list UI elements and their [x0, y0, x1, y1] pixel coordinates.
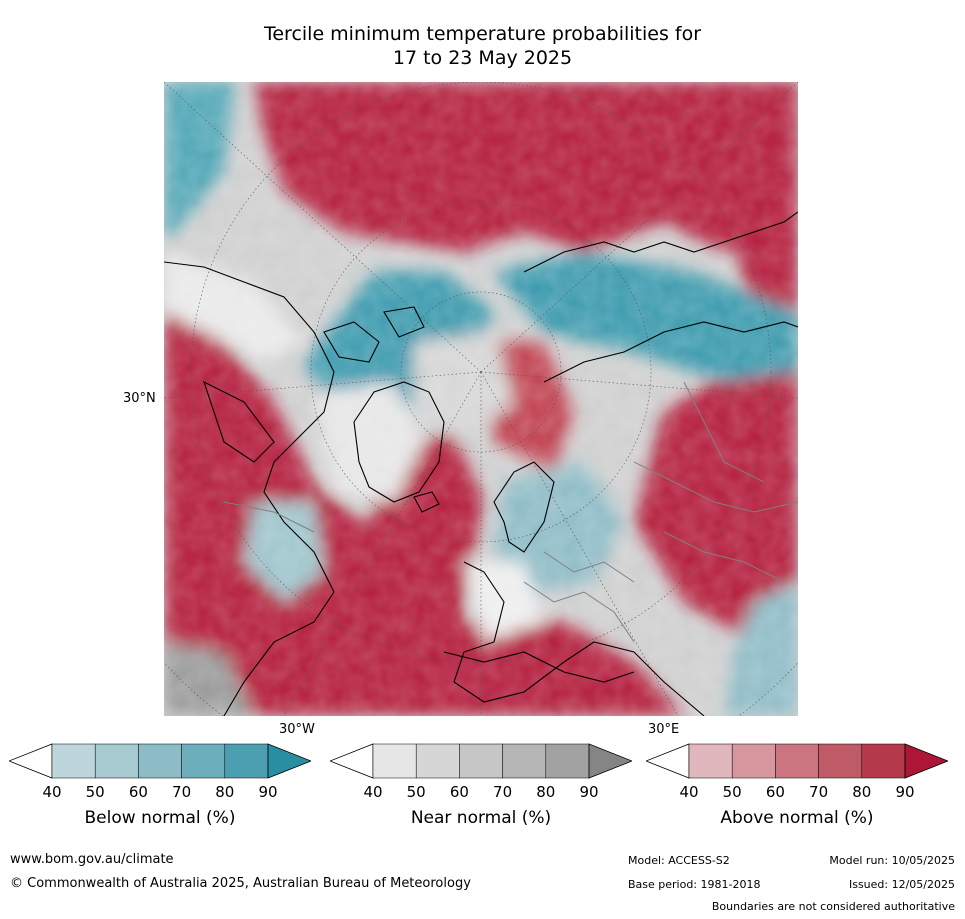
above-segment	[861, 743, 906, 779]
chart-title-line1: Tercile minimum temperature probabilitie…	[263, 23, 702, 45]
near-tick-label: 70	[493, 783, 513, 801]
border-europe-2	[543, 551, 635, 583]
near-tick-label: 50	[406, 783, 426, 801]
below-tick-label: 50	[85, 783, 105, 801]
footer-model-run: Model run: 10/05/2025	[829, 854, 955, 867]
above-tick-label: 70	[809, 783, 829, 801]
below-segment	[181, 743, 226, 779]
near-extension-high	[588, 743, 632, 779]
coastline-siberia	[523, 211, 798, 273]
below-segment	[94, 743, 139, 779]
below-tick-label: 40	[42, 783, 62, 801]
country-borders	[223, 381, 798, 643]
below-tick-label: 90	[258, 783, 278, 801]
near-segment	[459, 743, 503, 779]
above-tick-label: 90	[895, 783, 915, 801]
colorbar-below-svg	[9, 743, 311, 779]
above-tick-label: 40	[679, 783, 699, 801]
colorbar-above-title: Above normal (%)	[720, 808, 874, 828]
colorbar-above-ticks: 40 50 60 70 80 90	[646, 783, 948, 801]
below-tick-label: 80	[215, 783, 235, 801]
polar-map-svg	[164, 82, 798, 716]
longitude-label-30e: 30°E	[648, 722, 680, 737]
graticule	[164, 82, 798, 716]
longitude-label-30w: 30°W	[279, 722, 315, 737]
coastline-greenland	[353, 381, 445, 503]
above-segment	[818, 743, 863, 779]
below-extension-low	[9, 743, 53, 779]
footer-website: www.bom.gov.au/climate	[10, 852, 174, 867]
coastline-scandinavia	[493, 461, 555, 553]
polar-map	[164, 82, 798, 716]
near-tick-label: 90	[579, 783, 599, 801]
graticule-circle-30n	[190, 82, 772, 663]
colorbar-below-title: Below normal (%)	[84, 808, 236, 828]
colorbar-near-ticks: 40 50 60 70 80 90	[330, 783, 632, 801]
near-segment	[502, 743, 547, 779]
meridian-90e	[480, 371, 798, 399]
above-extension-low	[646, 743, 690, 779]
footer-base-period: Base period: 1981-2018	[628, 878, 761, 891]
border-asia-2	[663, 531, 785, 583]
below-tick-label: 60	[128, 783, 148, 801]
border-asia-3	[683, 381, 765, 483]
coastline-russia-north	[543, 321, 798, 383]
latitude-label-30n: 30°N	[123, 391, 156, 406]
above-tick-label: 80	[852, 783, 872, 801]
meridian-90w	[164, 371, 482, 399]
footer-copyright: © Commonwealth of Australia 2025, Austra…	[10, 876, 471, 891]
border-europe-1	[523, 581, 635, 643]
above-segment	[731, 743, 776, 779]
above-segment	[775, 743, 819, 779]
footer-disclaimer: Boundaries are not considered authoritat…	[711, 900, 955, 913]
above-extension-high	[904, 743, 948, 779]
near-tick-label: 40	[363, 783, 383, 801]
near-segment	[415, 743, 460, 779]
colorbar-near	[330, 743, 632, 779]
below-segment	[138, 743, 182, 779]
below-segment	[224, 743, 269, 779]
near-segment	[372, 743, 417, 779]
colorbar-near-svg	[330, 743, 632, 779]
above-segment	[688, 743, 733, 779]
colorbar-near-title: Near normal (%)	[410, 808, 552, 828]
colorbar-below-ticks: 40 50 60 70 80 90	[9, 783, 311, 801]
above-tick-label: 60	[765, 783, 785, 801]
near-extension-low	[330, 743, 374, 779]
near-segment	[545, 743, 590, 779]
coastlines	[164, 211, 798, 716]
below-tick-label: 70	[172, 783, 192, 801]
footer-issued: Issued: 12/05/2025	[848, 878, 955, 891]
near-tick-label: 60	[449, 783, 469, 801]
colorbar-above-svg	[646, 743, 948, 779]
footer-model: Model: ACCESS-S2	[628, 854, 730, 867]
coastline-iceland	[413, 491, 440, 513]
coastline-hudson-bay	[203, 380, 275, 463]
colorbar-above	[646, 743, 948, 779]
chart-title-line2: 17 to 23 May 2025	[392, 47, 573, 69]
near-tick-label: 80	[536, 783, 556, 801]
coastline-north-america	[164, 261, 335, 716]
coastline-mediterranean	[443, 651, 635, 683]
colorbar-below	[9, 743, 311, 779]
below-extension-high	[267, 743, 311, 779]
graticule-circle-45n	[310, 201, 652, 543]
below-segment	[51, 743, 96, 779]
coastline-europe	[453, 561, 705, 716]
coastline-arctic-islands	[323, 306, 425, 363]
border-asia-1	[633, 461, 798, 513]
above-tick-label: 50	[722, 783, 742, 801]
border-north-america	[223, 501, 315, 533]
